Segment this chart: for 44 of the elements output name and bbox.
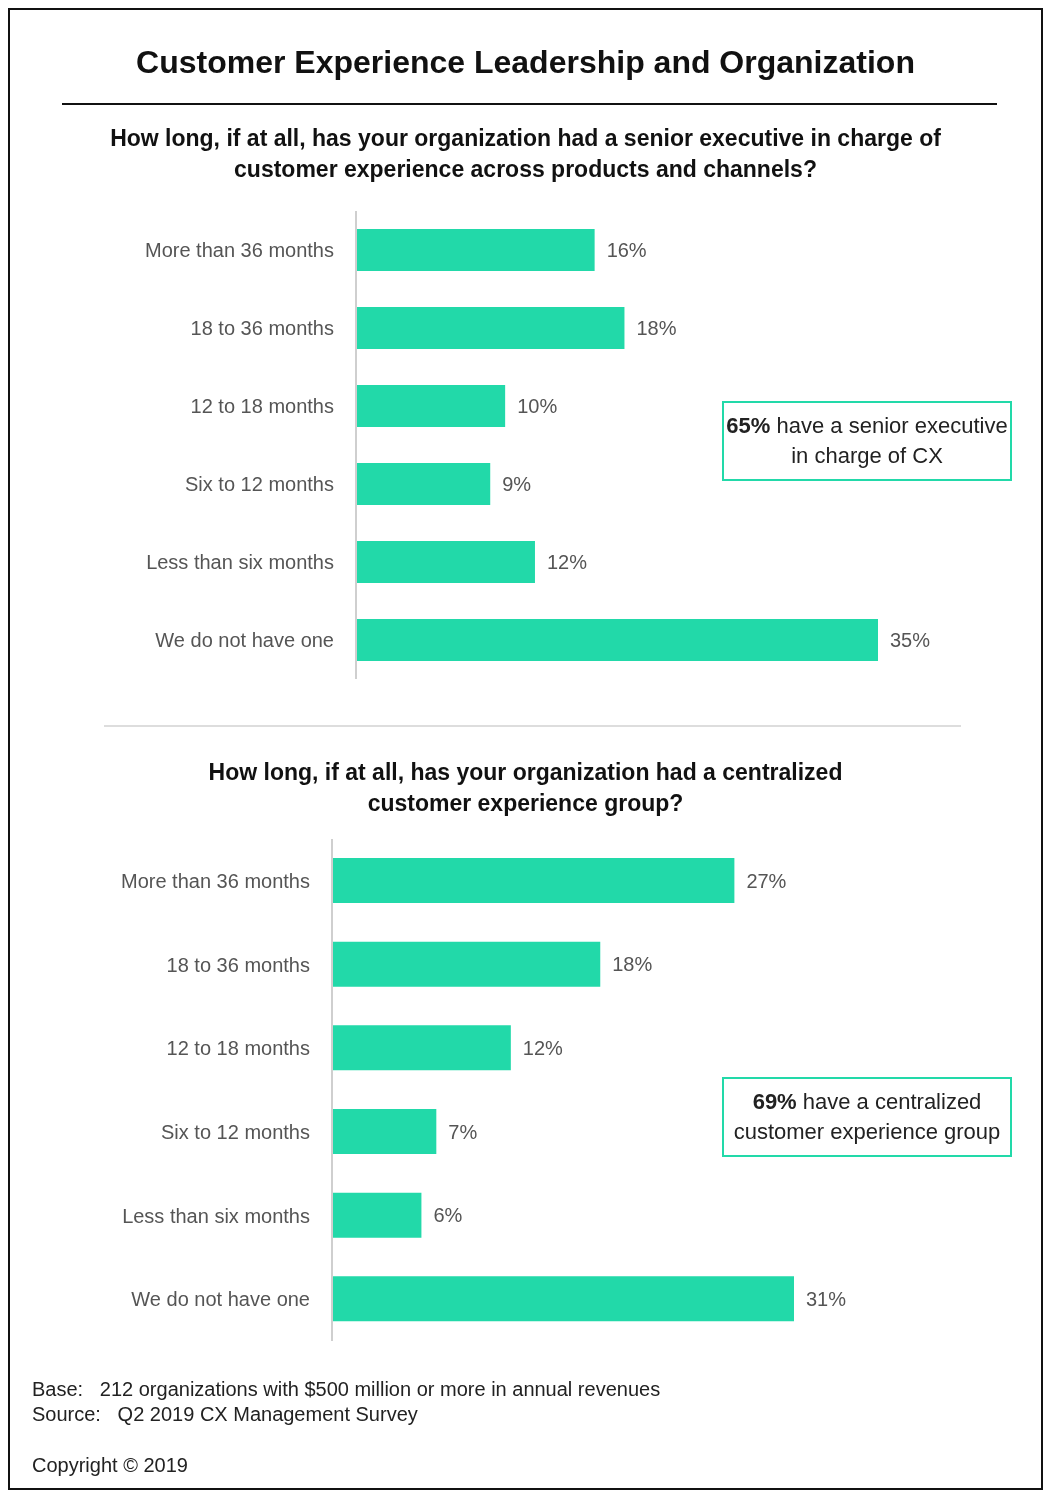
chart-title: Customer Experience Leadership and Organization (135, 44, 916, 81)
data-label: 10% (517, 395, 558, 417)
y-tick-label: 18 to 36 months (166, 953, 310, 976)
data-label: 31% (806, 1287, 847, 1310)
data-label: 35% (890, 629, 931, 651)
data-label: 18% (612, 953, 653, 976)
y-tick-label: Six to 12 months (185, 473, 334, 496)
y-tick-label: Less than six months (146, 551, 334, 574)
data-label: 9% (502, 473, 532, 495)
bar (356, 307, 625, 349)
data-label: 12% (522, 1036, 564, 1059)
y-tick-label: We do not have one (131, 1288, 310, 1311)
data-label: 6% (433, 1204, 463, 1227)
bar (332, 1109, 437, 1154)
data-label: 18% (636, 317, 677, 339)
y-tick-label: 12 to 18 months (190, 395, 334, 418)
chart-title: How long, if at all, has your organization had a centralized customer experience group? (207, 758, 844, 818)
bar (332, 1192, 422, 1238)
bar (356, 541, 535, 583)
text: Copyright © 2019 (32, 1453, 189, 1478)
bar (332, 941, 601, 987)
text: Base: 212 organizations with $500 million or more in annual revenues (32, 1377, 662, 1402)
data-label: 7% (448, 1120, 478, 1143)
data-label: 16% (606, 239, 647, 261)
data-label: 27% (746, 869, 787, 892)
bar (332, 1025, 511, 1071)
bar (332, 858, 735, 903)
y-tick-label: 12 to 18 months (166, 1037, 310, 1060)
bar (356, 385, 506, 427)
y-tick-label: 18 to 36 months (190, 317, 334, 340)
y-tick-label: Six to 12 months (161, 1120, 310, 1143)
annotation: 65% have a senior executive in charge of CX (722, 401, 1012, 481)
data-label: 12% (546, 551, 588, 573)
y-tick-label: We do not have one (155, 629, 334, 652)
bar (356, 229, 595, 271)
source-note: Source: Q2 2019 CX Management Survey (32, 1402, 419, 1427)
bar (332, 1276, 794, 1322)
annotation: 69% have a centralized customer experience group (722, 1077, 1012, 1157)
chart-subtitle: How long, if at all, has your organization had a senior executive in charge of customer experience across products and channels? (109, 124, 942, 184)
y-tick-label: More than 36 months (145, 239, 334, 262)
bar (356, 619, 878, 661)
y-tick-label: Less than six months (122, 1204, 310, 1227)
bar (356, 463, 491, 505)
y-tick-label: More than 36 months (121, 869, 310, 892)
